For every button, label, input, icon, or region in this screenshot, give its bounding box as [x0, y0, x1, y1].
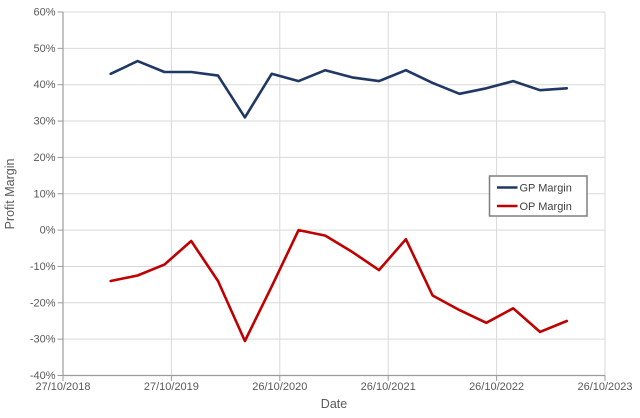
y-tick-label: 0%: [40, 225, 56, 237]
y-tick-label: 30%: [33, 116, 55, 128]
legend-label-gp-margin: GP Margin: [520, 182, 572, 194]
y-tick-label: 10%: [33, 188, 55, 200]
y-tick-label: 20%: [33, 152, 55, 164]
axes: [57, 11, 606, 381]
gp-margin-line: [109, 59, 569, 119]
series-lines: [109, 59, 569, 343]
y-tick-label: -30%: [30, 334, 56, 346]
y-tick-label: -10%: [30, 261, 56, 273]
op-margin-line: [109, 228, 569, 343]
x-axis-title: Date: [321, 397, 347, 411]
x-tick-label: 26/10/2021: [361, 381, 416, 393]
legend-label-op-margin: OP Margin: [520, 201, 572, 213]
x-tick-label: 26/10/2022: [469, 381, 524, 393]
legend: GP Margin OP Margin: [488, 175, 588, 217]
tick-labels: 60%50%40%30%20%10%0%-10%-20%-30%-40%27/1…: [30, 7, 633, 394]
y-tick-label: -20%: [30, 297, 56, 309]
legend-box: [488, 175, 588, 217]
y-axis-title: Profit Margin: [3, 159, 17, 230]
y-tick-label: 50%: [33, 43, 55, 55]
x-tick-label: 26/10/2023: [577, 381, 632, 393]
y-tick-label: -40%: [30, 370, 56, 382]
y-tick-label: 60%: [33, 7, 55, 19]
x-tick-label: 27/10/2018: [35, 381, 90, 393]
y-tick-label: 40%: [33, 79, 55, 91]
x-tick-label: 26/10/2020: [252, 381, 307, 393]
x-tick-label: 27/10/2019: [144, 381, 199, 393]
